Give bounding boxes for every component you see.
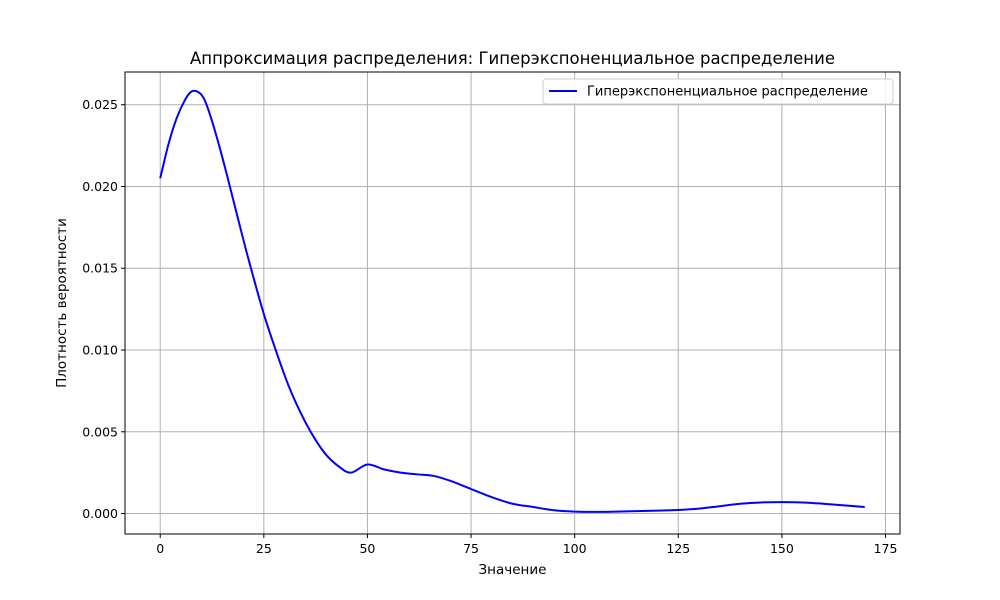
- y-tick-label: 0.015: [82, 261, 118, 276]
- y-tick-label: 0.025: [82, 97, 118, 112]
- y-tick-label: 0.005: [82, 424, 118, 439]
- x-tick-label: 75: [463, 541, 479, 556]
- legend-label: Гиперэкспоненциальное распределение: [587, 85, 868, 100]
- y-tick-label: 0.010: [82, 343, 118, 358]
- legend-box: [542, 78, 894, 105]
- x-tick-label: 125: [666, 541, 690, 556]
- x-tick-label: 175: [874, 541, 898, 556]
- y-tick-label: 0.020: [82, 179, 118, 194]
- series-layer: [159, 89, 865, 513]
- plot-frame: [124, 71, 901, 535]
- x-axis-label: Значение: [479, 562, 547, 578]
- x-tick-label: 25: [256, 541, 272, 556]
- x-tick-label: 100: [563, 541, 587, 556]
- ticks: 0 25 50 75 100 125 150 175 0.000 0.005 0.010 0.015 0…: [82, 97, 897, 556]
- legend: Гиперэкспоненциальное распределение: [542, 78, 894, 105]
- chart-title: Аппроксимация распределения: Гиперэкспон…: [190, 49, 835, 68]
- grid: [125, 72, 900, 534]
- series-line: [159, 89, 865, 513]
- y-axis-label: Плотность вероятности: [54, 218, 70, 388]
- x-tick-label: 50: [359, 541, 375, 556]
- x-tick-label: 0: [156, 541, 164, 556]
- y-tick-label: 0.000: [82, 506, 118, 521]
- x-tick-label: 150: [770, 541, 794, 556]
